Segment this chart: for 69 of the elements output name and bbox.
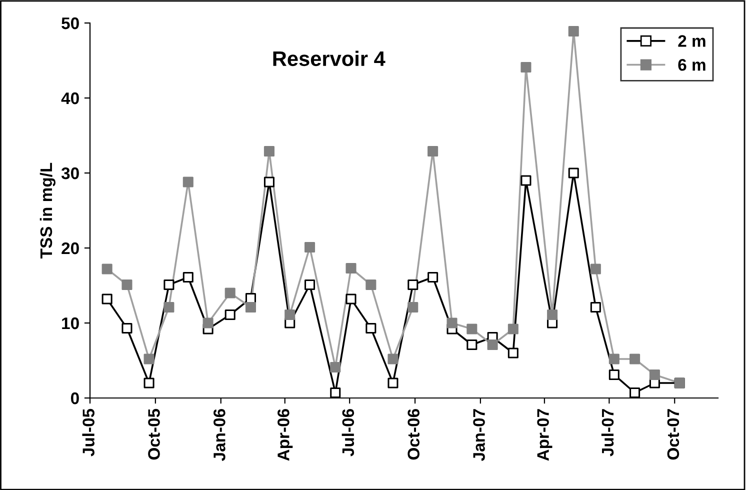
point: [330, 362, 341, 373]
point: [466, 324, 478, 334]
point: [508, 348, 518, 358]
point: [346, 294, 356, 304]
point: [164, 279, 174, 290]
y-axis-title: TSS in mg/L: [40, 162, 56, 258]
y-tick-label: 50: [62, 17, 79, 30]
point: [428, 146, 438, 157]
x-tick-label: Jul-06: [342, 409, 354, 456]
x-tick-label: Jan-07: [473, 409, 485, 461]
point: [144, 354, 154, 364]
x-tick-label: Oct-07: [667, 409, 680, 460]
point: [428, 272, 438, 283]
point: [245, 302, 256, 313]
point: [590, 302, 601, 313]
y-tick-label: 40: [61, 92, 79, 104]
point: [388, 378, 398, 388]
y-tick-label: 0: [70, 392, 79, 404]
point: [547, 309, 558, 320]
legend-label: 6 m: [678, 58, 706, 71]
point: [182, 272, 194, 283]
point: [304, 242, 316, 253]
point: [608, 354, 620, 364]
x-tick-label: Jul-07: [601, 409, 614, 456]
point: [408, 279, 418, 290]
y-tick-label: 10: [62, 317, 79, 330]
point: [224, 309, 236, 320]
y-tick-label: 30: [61, 167, 79, 180]
point: [487, 339, 498, 350]
text: Reservoir 4: [273, 50, 386, 66]
x-tick-label: Jan-06: [214, 409, 226, 461]
point: [304, 279, 316, 290]
point: [590, 264, 601, 274]
point: [284, 309, 296, 320]
point: [122, 322, 132, 334]
point: [102, 294, 112, 304]
point: [520, 175, 532, 186]
point: [649, 369, 660, 380]
point: [330, 387, 341, 398]
point: [408, 302, 418, 313]
point: [388, 354, 398, 364]
y-tick-label: 20: [62, 242, 79, 254]
point: [102, 264, 112, 274]
legend-label: 2 m: [678, 35, 706, 47]
point: [182, 176, 194, 188]
point: [608, 369, 620, 380]
point: [568, 26, 579, 37]
point: [630, 354, 640, 364]
point: [264, 176, 274, 188]
point: [520, 62, 532, 73]
point: [366, 322, 376, 334]
point: [346, 262, 356, 274]
point: [122, 279, 132, 290]
x-tick-label: Oct-06: [408, 409, 420, 460]
x-tick-label: Jul-05: [82, 408, 94, 456]
point: [224, 288, 236, 298]
point: [568, 168, 579, 178]
point: [630, 387, 640, 398]
point: [144, 378, 154, 388]
point: [446, 318, 458, 328]
point: [164, 302, 174, 313]
point: [202, 318, 214, 328]
point: [466, 339, 478, 350]
point: [264, 146, 274, 157]
point: [366, 279, 376, 290]
x-tick-label: Apr-06: [278, 409, 293, 461]
point: [508, 324, 518, 334]
x-tick-label: Oct-05: [148, 408, 160, 460]
x-tick-label: Apr-07: [537, 409, 552, 461]
